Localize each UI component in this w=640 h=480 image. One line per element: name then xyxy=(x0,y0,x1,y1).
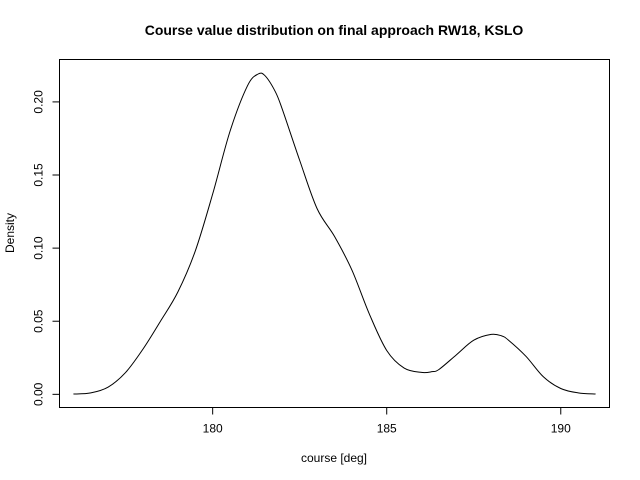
x-tick-label: 190 xyxy=(551,422,571,436)
x-tick-label: 185 xyxy=(377,422,397,436)
y-axis: 0.00 0.05 0.10 0.15 0.20 xyxy=(32,90,60,406)
chart-title: Course value distribution on final appro… xyxy=(145,22,524,38)
x-tick-label: 180 xyxy=(203,422,223,436)
y-tick-label: 0.20 xyxy=(32,90,46,114)
y-tick-label: 0.10 xyxy=(32,236,46,260)
x-axis-label: course [deg] xyxy=(301,451,367,465)
y-tick-label: 0.15 xyxy=(32,163,46,187)
y-tick-label: 0.00 xyxy=(32,382,46,406)
density-curve xyxy=(73,72,596,395)
y-axis-label: Density xyxy=(3,213,17,253)
y-tick-label: 0.05 xyxy=(32,309,46,333)
x-axis: 180 185 190 xyxy=(203,407,571,436)
plot-area xyxy=(59,59,610,408)
